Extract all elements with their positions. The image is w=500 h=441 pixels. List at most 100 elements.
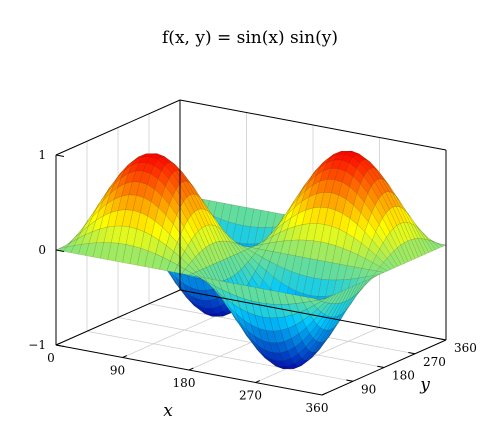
surface-facet <box>233 283 245 299</box>
surface-facet <box>272 363 284 369</box>
surface-facet <box>157 170 169 187</box>
surface-facet <box>188 273 200 278</box>
y-tick <box>377 365 385 368</box>
surface-facet <box>341 285 354 303</box>
x-axis-label: x <box>163 401 173 421</box>
surface-facet <box>308 180 321 198</box>
surface-facet <box>232 223 244 244</box>
surface-facet <box>133 228 145 249</box>
surface-facet <box>295 239 307 258</box>
surface-facet <box>272 330 285 344</box>
z-tick-label: 0 <box>38 243 46 257</box>
surface-facet <box>342 232 355 252</box>
surface-facet <box>317 302 329 313</box>
surface-facet <box>201 299 213 309</box>
surface-facet <box>290 353 303 364</box>
surface-facet <box>179 201 192 221</box>
surface-facet <box>294 358 306 367</box>
surface-facet <box>247 257 260 272</box>
y-tick <box>408 352 416 355</box>
surface-facet <box>151 253 164 270</box>
surface-facet <box>353 193 365 213</box>
surface-facet <box>225 281 238 297</box>
axis-layer <box>55 99 447 396</box>
surface-facet <box>147 235 160 255</box>
surface-facet <box>221 289 234 305</box>
surface-facet <box>240 284 252 302</box>
surface-facet <box>191 234 203 254</box>
surface-facet <box>219 259 232 280</box>
surface-facet <box>287 213 299 230</box>
surface-facet <box>417 238 430 255</box>
x-tick-label: 270 <box>239 389 262 403</box>
surface-facet <box>288 271 300 292</box>
surface-facet <box>335 228 347 249</box>
surface-facet <box>315 339 328 353</box>
box-edge <box>179 99 447 151</box>
surface-facet <box>355 153 368 160</box>
surface-facet <box>261 235 274 245</box>
surface-facet <box>308 340 321 353</box>
surface-facet <box>80 217 93 233</box>
surface-facet <box>399 222 412 242</box>
surface-facet <box>180 251 193 266</box>
surface-facet <box>247 285 260 303</box>
z-tick <box>55 249 65 252</box>
surface-facet <box>348 282 361 301</box>
surface-facet <box>410 238 423 258</box>
surface-facet <box>316 329 328 343</box>
surface-facet <box>324 303 336 317</box>
surface-facet <box>306 305 318 316</box>
surface-facet <box>124 159 136 171</box>
surface-facet <box>334 168 346 183</box>
surface-facet <box>269 251 281 266</box>
surface-layer <box>55 150 447 370</box>
surface-facet <box>403 208 415 226</box>
x-tick-label: 90 <box>110 364 125 378</box>
surface-facet <box>270 290 282 305</box>
surface-facet <box>293 190 306 209</box>
y-axis-label: y <box>419 375 430 395</box>
surface-facet <box>385 209 397 229</box>
surface-facet <box>196 276 208 283</box>
surface-facet <box>254 248 267 258</box>
surface-facet <box>386 232 398 252</box>
surface-facet <box>190 211 202 232</box>
surface-facet <box>175 277 188 294</box>
surface-facet <box>400 242 412 263</box>
surface-facet <box>144 250 156 269</box>
surface-facet <box>327 192 339 211</box>
y-tick-label: 270 <box>423 355 446 369</box>
surface-facet <box>166 260 178 273</box>
surface-facet <box>353 224 365 244</box>
surface-facet <box>291 333 303 348</box>
surface-facet <box>191 256 204 271</box>
surface-facet <box>359 278 371 292</box>
surface-facet <box>155 239 167 258</box>
surface-facet <box>294 209 306 227</box>
grid-line-z <box>55 99 447 156</box>
y-tick <box>439 338 447 341</box>
surface-facet <box>309 240 322 261</box>
surface-facet <box>305 337 317 352</box>
surface-facet <box>335 194 347 214</box>
surface-facet <box>368 239 380 256</box>
surface-facet <box>299 308 311 321</box>
x-tick <box>188 367 194 371</box>
surface-facet <box>368 212 380 233</box>
surface-facet <box>326 323 338 340</box>
surface-facet <box>235 313 248 331</box>
surface-facet <box>146 156 158 166</box>
box-edge <box>55 289 181 346</box>
surface-facet <box>327 303 340 318</box>
surface-facet <box>236 295 248 313</box>
surface-facet <box>361 258 373 270</box>
surface-facet <box>272 352 284 361</box>
surface-facet <box>223 257 235 278</box>
surface-facet <box>345 162 357 177</box>
y-tick-label: 360 <box>454 341 477 355</box>
surface-facet <box>366 167 379 182</box>
surface-facet <box>165 178 177 197</box>
surface-facet <box>247 311 259 329</box>
